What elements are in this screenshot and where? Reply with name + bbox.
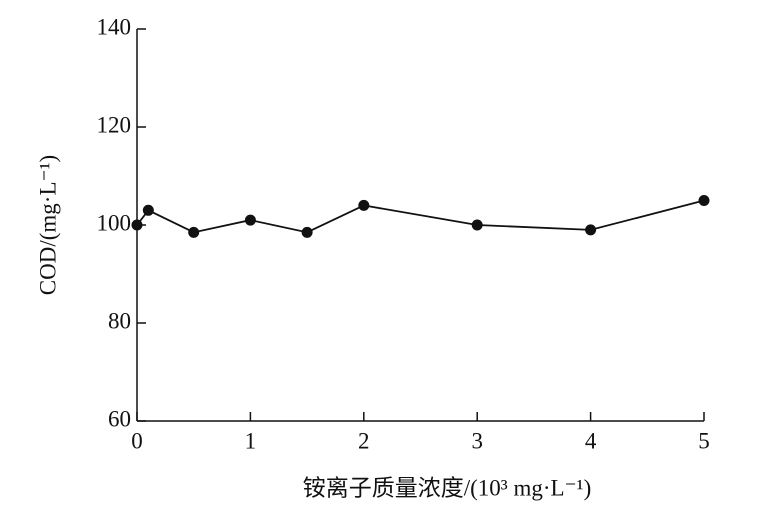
data-point (188, 226, 200, 238)
data-point (698, 195, 710, 206)
data-point (131, 219, 143, 231)
x-tick-label: 3 (471, 428, 483, 453)
y-axis-title: COD/(mg·L⁻¹) (35, 155, 60, 295)
data-point (142, 204, 154, 216)
data-point (301, 226, 313, 238)
y-tick-label: 60 (108, 406, 131, 431)
data-point (244, 214, 256, 226)
data-line (136, 199, 705, 234)
y-tick-label: 120 (97, 112, 132, 137)
data-point (358, 199, 370, 211)
x-tick-label: 2 (358, 428, 370, 453)
y-tick-label: 80 (108, 308, 131, 333)
x-tick-label: 4 (585, 428, 597, 453)
data-point (471, 219, 483, 231)
y-tick-label: 100 (97, 210, 132, 235)
x-tick-label: 0 (131, 428, 143, 453)
data-point (585, 224, 597, 236)
x-tick-label: 1 (245, 428, 257, 453)
x-tick-label: 5 (698, 428, 710, 453)
y-tick-label: 140 (97, 14, 132, 39)
x-axis-title: 铵离子质量浓度/(10³ mg·L⁻¹) (303, 475, 592, 500)
